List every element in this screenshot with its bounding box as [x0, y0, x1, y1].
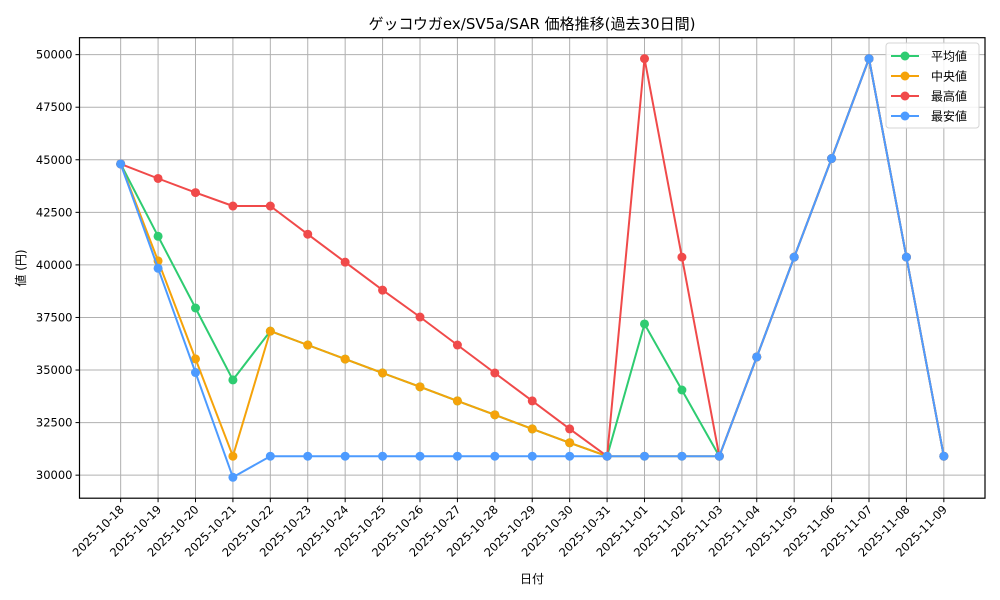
- y-tick-label: 40000: [36, 258, 73, 272]
- data-point: [452, 340, 462, 350]
- legend-marker-icon: [900, 51, 910, 61]
- y-tick-label: 47500: [36, 100, 73, 114]
- y-tick-label: 30000: [36, 468, 73, 482]
- data-point: [116, 159, 126, 169]
- data-point: [490, 451, 500, 461]
- y-tick-label: 37500: [36, 310, 73, 324]
- x-axis-label: 日付: [520, 572, 544, 586]
- data-point: [340, 354, 350, 364]
- legend-marker-icon: [900, 91, 910, 101]
- data-point: [265, 201, 275, 211]
- data-point: [265, 326, 275, 336]
- data-point: [378, 451, 388, 461]
- data-point: [415, 312, 425, 322]
- data-point: [228, 201, 238, 211]
- data-point: [677, 451, 687, 461]
- data-point: [789, 252, 799, 262]
- legend-label: 中央値: [931, 69, 967, 84]
- data-point: [265, 451, 275, 461]
- series-3: [116, 54, 949, 482]
- y-tick-label: 35000: [36, 363, 73, 377]
- data-point: [153, 231, 163, 241]
- y-tick-label: 32500: [36, 416, 73, 430]
- data-point: [190, 354, 200, 364]
- data-point: [340, 451, 350, 461]
- data-point: [677, 385, 687, 395]
- data-point: [640, 451, 650, 461]
- legend-item: 最安値: [891, 109, 967, 124]
- chart-title: ゲッコウガex/SV5a/SAR 価格推移(過去30日間): [369, 15, 696, 33]
- data-point: [827, 154, 837, 164]
- data-point: [490, 410, 500, 420]
- data-point: [527, 396, 537, 406]
- data-point: [452, 396, 462, 406]
- y-tick-label: 42500: [36, 205, 73, 219]
- legend-item: 平均値: [891, 49, 967, 64]
- y-tick-label: 50000: [36, 48, 73, 62]
- data-point: [490, 368, 500, 378]
- data-point: [303, 451, 313, 461]
- data-point: [864, 54, 874, 64]
- y-axis-ticks: 30000 32500 35000 37500 40000 42500 45000 47500…: [36, 48, 80, 482]
- legend-label: 最高値: [931, 89, 967, 104]
- data-point: [190, 368, 200, 378]
- data-point: [640, 319, 650, 329]
- data-point: [939, 451, 949, 461]
- legend-item: 最高値: [891, 89, 967, 104]
- legend-label: 最安値: [931, 109, 967, 124]
- data-series: [116, 54, 949, 482]
- data-point: [378, 285, 388, 295]
- x-axis-ticks: 2025-10-182025-10-192025-10-202025-10-21…: [70, 498, 950, 560]
- data-point: [602, 451, 612, 461]
- grid-lines: [79, 37, 985, 499]
- data-point: [565, 451, 575, 461]
- data-point: [228, 375, 238, 385]
- y-axis-label: 値 (円): [13, 249, 28, 286]
- data-point: [527, 451, 537, 461]
- data-point: [303, 340, 313, 350]
- data-point: [714, 451, 724, 461]
- data-point: [565, 438, 575, 448]
- data-point: [303, 229, 313, 239]
- data-point: [901, 252, 911, 262]
- legend-item: 中央値: [891, 69, 967, 84]
- data-point: [677, 252, 687, 262]
- legend-label: 平均値: [931, 49, 967, 64]
- data-point: [378, 368, 388, 378]
- data-point: [153, 263, 163, 273]
- data-point: [415, 451, 425, 461]
- data-point: [565, 424, 575, 434]
- data-point: [228, 451, 238, 461]
- data-point: [340, 257, 350, 267]
- data-point: [190, 188, 200, 198]
- legend-marker-icon: [900, 71, 910, 81]
- data-point: [228, 472, 238, 482]
- data-point: [752, 352, 762, 362]
- data-point: [452, 451, 462, 461]
- data-point: [153, 173, 163, 183]
- y-tick-label: 45000: [36, 153, 73, 167]
- legend-marker-icon: [900, 111, 910, 121]
- data-point: [190, 303, 200, 313]
- data-point: [527, 424, 537, 434]
- legend-box: [885, 42, 980, 129]
- data-point: [415, 382, 425, 392]
- data-point: [640, 54, 650, 64]
